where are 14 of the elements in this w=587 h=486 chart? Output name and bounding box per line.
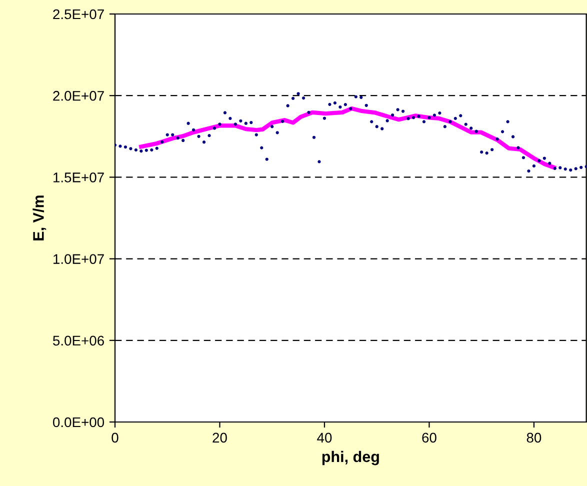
x-tick-label: 60 xyxy=(422,432,436,443)
y-tick-label: 1.5E+07 xyxy=(54,172,104,182)
y-tick-label: 1.0E+07 xyxy=(54,254,104,264)
y-tick-label: 2.5E+07 xyxy=(53,9,104,20)
x-tick-label: 20 xyxy=(212,432,227,443)
x-tick-label: 80 xyxy=(526,432,542,443)
y-tick-label: 2.0E+07 xyxy=(53,90,104,101)
y-axis-title: E, V/m xyxy=(32,196,46,240)
y-tick-label: 0.0E+00 xyxy=(52,417,104,428)
x-tick-label: 0 xyxy=(112,432,118,443)
line-series xyxy=(139,106,556,170)
x-axis-title: phi, deg xyxy=(322,450,379,466)
y-tick-label: 5.0E+06 xyxy=(53,336,104,346)
x-tick-label: 40 xyxy=(317,432,332,443)
